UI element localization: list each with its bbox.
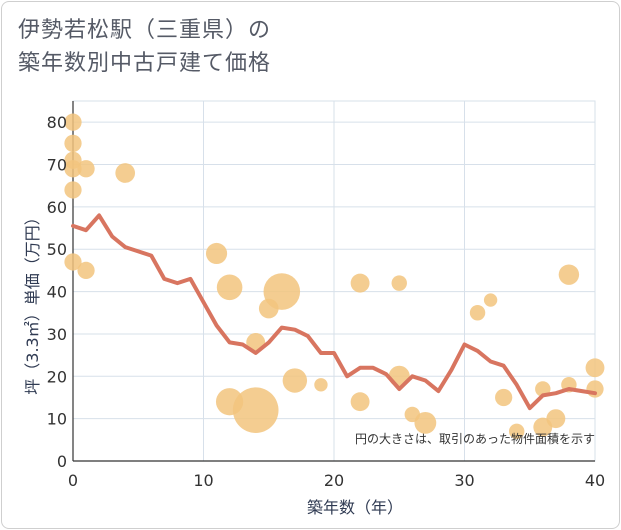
bubble-point [64,160,82,178]
y-tick-label: 80 [47,113,67,132]
x-tick-label: 30 [454,471,474,490]
bubble-point [350,273,370,293]
bubble-point [495,388,513,407]
price-trend-line [71,213,597,411]
bubble-point [558,264,580,285]
trend-line-layer [71,213,597,411]
bubble-point [282,368,308,393]
bubble-point [546,409,566,429]
chart-title: 伊勢若松駅（三重県）の 築年数別中古戸建て価格 [18,14,271,80]
bubble-point [414,411,437,434]
bubble-point [483,293,498,307]
y-tick-label: 70 [47,156,67,175]
bubble-point [64,113,82,131]
y-tick-label: 0 [57,452,67,471]
bubble-point [350,392,370,412]
bubble-point [205,242,228,265]
bubble-point [508,423,525,440]
x-tick-label: 0 [68,471,78,490]
grid-lines [72,100,596,462]
bubble-point [77,160,95,178]
x-tick-label: 40 [585,471,605,490]
bubble-size-note: 円の大きさは、取引のあった物件面積を示す [355,431,595,446]
bubble-point [391,275,407,291]
bubble-point [314,378,328,392]
y-tick-label: 40 [47,283,67,302]
x-tick-label: 20 [324,471,344,490]
bubble-point [115,163,136,183]
bubble-point [585,358,605,378]
x-tick-label: 10 [193,471,213,490]
y-tick-label: 50 [47,240,67,259]
y-tick-label: 30 [47,325,67,344]
y-tick-label: 10 [47,410,67,429]
chart-title-line2: 築年数別中古戸建て価格 [18,51,272,76]
bubble-point [263,273,301,310]
bubble-point [232,387,279,433]
y-axis-label: 坪（3.3㎡）単価（万円） [23,209,42,394]
chart-title-line1: 伊勢若松駅（三重県）の [18,18,272,43]
y-tick-label: 60 [47,198,67,217]
bubble-point [64,253,82,271]
bubble-point [469,305,486,321]
tick-labels: 0 10 20 30 40 50 60 70 80 0 10 20 30 40 [47,113,606,490]
bubble-point [216,274,243,301]
bubble-point [64,181,82,199]
bubbles-layer [64,113,605,440]
bubble-point [64,134,82,152]
x-axis-label: 築年数（年） [307,498,403,517]
y-tick-label: 20 [47,367,67,386]
bubble-point [77,261,95,280]
